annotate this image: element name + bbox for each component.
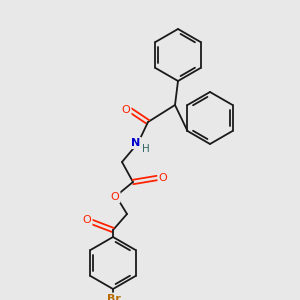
Text: H: H	[142, 144, 150, 154]
Text: N: N	[131, 138, 141, 148]
Text: O: O	[111, 192, 119, 202]
Text: O: O	[159, 173, 167, 183]
Text: Br: Br	[107, 294, 121, 300]
Text: O: O	[122, 105, 130, 115]
Text: O: O	[82, 215, 91, 225]
